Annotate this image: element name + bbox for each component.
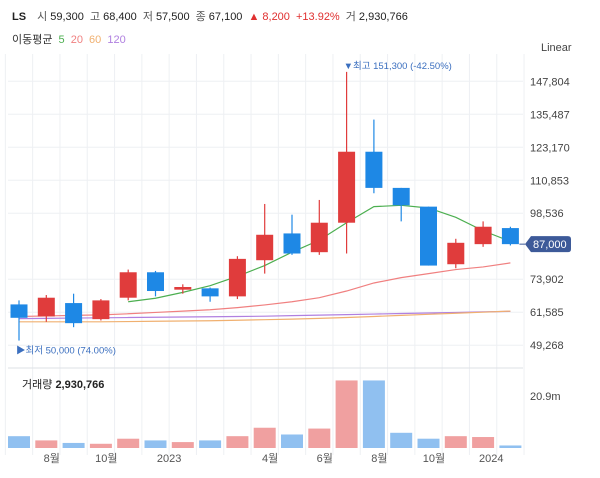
volume-bar — [199, 440, 222, 448]
candle-body — [228, 258, 246, 297]
volume-bar — [472, 437, 495, 448]
candle-body — [92, 300, 110, 320]
high-value: 68,400 — [103, 11, 137, 23]
candle-body — [147, 272, 164, 292]
x-tick-label: 8월 — [371, 452, 387, 465]
candle-body — [37, 297, 55, 317]
volume-bar — [62, 442, 85, 448]
open-label: 시 — [37, 11, 48, 23]
volume-label: 거 — [345, 11, 356, 23]
change-arrow-icon: ▲ — [248, 11, 260, 23]
ma5-legend: 5 — [58, 34, 65, 46]
x-tick-label: 10월 — [95, 452, 117, 465]
volume-bar — [362, 380, 385, 448]
y-tick-label: 110,853 — [530, 175, 569, 187]
volume-bar — [281, 434, 303, 448]
ma60-line — [19, 310, 511, 323]
ticker-symbol: LS — [12, 11, 27, 23]
y-tick-label: 98,536 — [530, 208, 564, 220]
volume-bar — [390, 432, 413, 448]
ma60-legend: 60 — [89, 34, 102, 46]
open-value: 59,300 — [50, 11, 84, 23]
y-tick-label: 73,902 — [530, 274, 564, 286]
volume-bar — [144, 440, 167, 448]
candle-body — [174, 287, 192, 290]
y-tick-label: 135,487 — [530, 109, 570, 121]
x-tick-label: 4월 — [262, 452, 278, 465]
volume-bar — [335, 380, 358, 448]
y-tick-label: 147,804 — [530, 76, 570, 88]
y-tick-label: 49,268 — [530, 340, 564, 352]
candle-body — [392, 187, 410, 206]
volume-bar — [308, 428, 331, 448]
scale-toggle[interactable]: Linear — [541, 42, 572, 54]
volume-bar — [8, 436, 30, 448]
close-label: 종 — [195, 11, 206, 23]
y-tick-label: 61,585 — [530, 307, 564, 319]
ma20-legend: 20 — [70, 34, 83, 46]
ma-legend-label: 이동평균 — [12, 34, 53, 46]
candle-body — [365, 151, 383, 188]
close-value: 67,100 — [208, 11, 243, 23]
candle-body — [310, 222, 328, 253]
volume-panel-label: 거래량 2,930,766 — [22, 376, 104, 392]
change-value: 8,200 — [262, 11, 290, 23]
candle-body — [447, 242, 465, 265]
x-tick-label: 6월 — [317, 452, 333, 465]
volume-bar — [417, 438, 440, 448]
candle-body — [474, 226, 492, 245]
last-price-label: 87,000 — [533, 239, 567, 251]
candle-body — [501, 228, 519, 245]
volume-bar — [226, 436, 249, 448]
volume-bar — [89, 443, 112, 448]
last-price-tag — [525, 236, 571, 253]
min-price-annotation: ▶최저 50,000 (74.00%) — [16, 345, 116, 356]
volume-bar — [117, 438, 140, 448]
volume-bar — [171, 442, 194, 448]
change-percent: +13.92% — [295, 11, 340, 23]
ma120-legend: 120 — [107, 34, 126, 46]
max-price-annotation: ▼최고 151,300 (-42.50%) — [344, 61, 452, 72]
low-label: 저 — [142, 11, 153, 23]
volume-value: 2,930,766 — [358, 11, 408, 23]
candle-body — [65, 303, 83, 324]
volume-bar — [499, 445, 522, 448]
x-tick-label: 10월 — [423, 452, 445, 465]
high-label: 고 — [89, 11, 101, 23]
volume-bar — [35, 440, 58, 448]
candle-body — [119, 272, 137, 298]
candle-body — [256, 234, 274, 261]
candle-body — [420, 206, 437, 266]
low-value: 57,500 — [155, 11, 190, 23]
volume-max-label: 20.9m — [530, 391, 561, 403]
volume-bar — [253, 427, 276, 448]
moving-average-legend[interactable]: 이동평균 5 20 60 120 — [12, 31, 129, 47]
candle-body — [283, 233, 301, 254]
x-tick-label: 8월 — [44, 452, 60, 465]
volume-panel-value: 2,930,766 — [55, 379, 105, 391]
candle-body — [338, 151, 356, 223]
x-tick-label: 2024 — [479, 453, 503, 465]
x-tick-label: 2023 — [157, 453, 181, 465]
quote-header: LS 시 59,300 고 68,400 저 57,500 종 67,100 ▲ 8,20… — [12, 8, 411, 24]
y-tick-label: 123,170 — [530, 142, 570, 154]
volume-panel-title: 거래량 — [22, 379, 53, 391]
candle-body — [201, 288, 219, 297]
candle-body — [10, 304, 28, 318]
volume-bar — [444, 436, 467, 448]
